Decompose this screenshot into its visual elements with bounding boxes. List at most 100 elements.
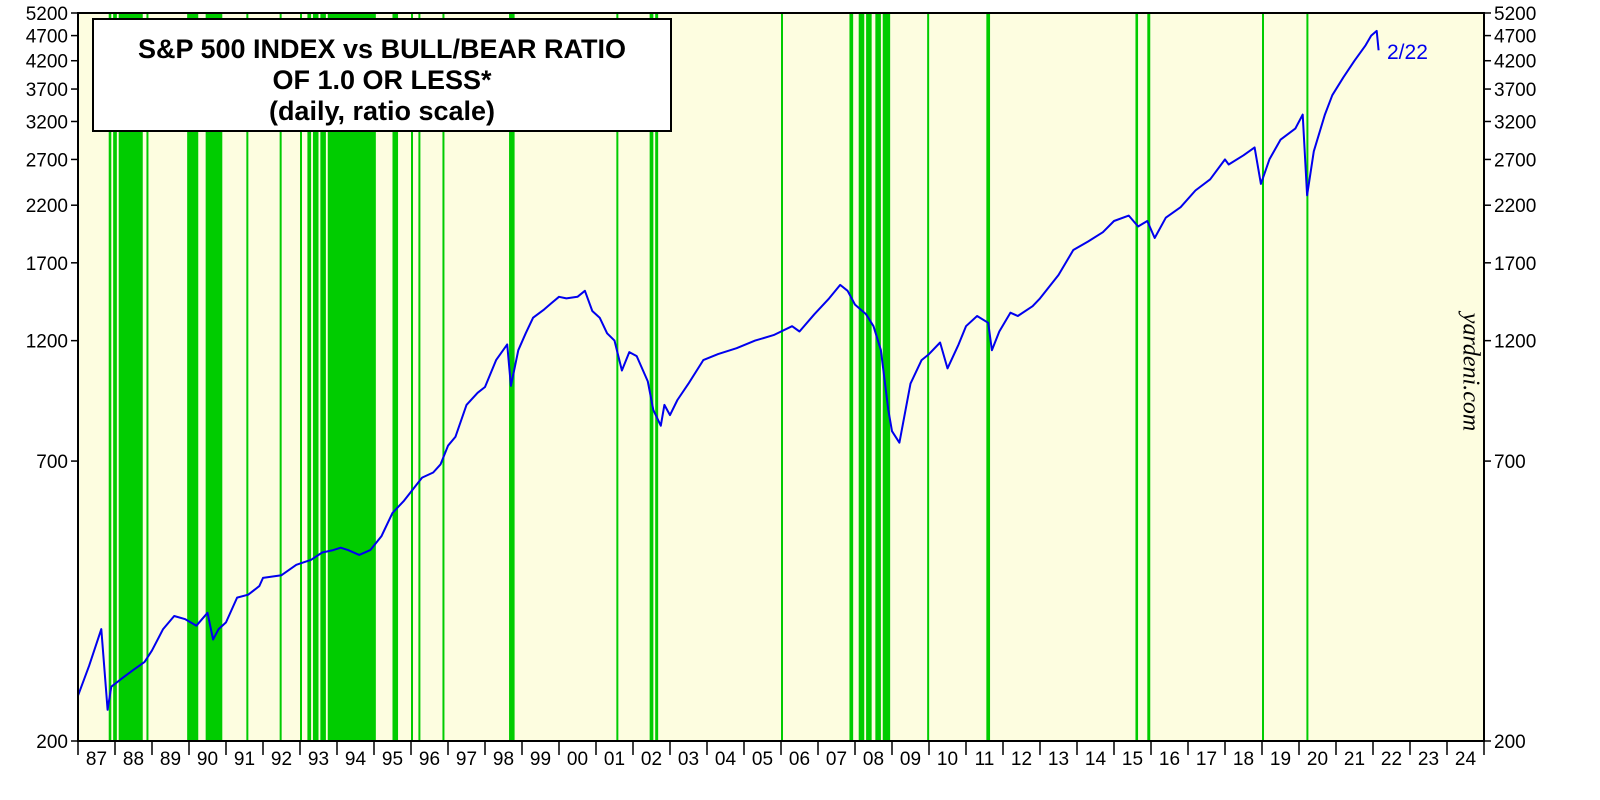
x-tick-label: 11 [975,749,995,770]
shaded-period-1 [113,13,117,741]
shaded-period-13 [392,13,399,741]
x-tick-label: 23 [1418,749,1439,770]
x-tick-label: 21 [1344,749,1365,770]
shaded-period-2 [118,13,143,741]
x-axis: 87 88 89 90 91 92 93 94 95 96 97 98 99 00 01 02 03 04 05 06… [77,741,1485,770]
y-tick-label-left: 2200 [26,196,68,217]
y-tick-label-left: 200 [36,732,68,753]
shaded-period-7 [279,13,282,741]
x-tick-label: 10 [937,749,958,770]
watermark-text: yardeni.com [1457,312,1484,432]
shaded-periods [108,13,1309,741]
title-line-3: (daily, ratio scale) [268,96,496,126]
x-tick-label: 00 [567,749,588,770]
y-tick-label-right: 200 [1494,732,1526,753]
y-tick-label-right: 2700 [1494,150,1536,171]
y-axis: 200 200 700 700 1200 1200 1700 1700 2200 2200 2700… [26,4,1537,753]
shaded-period-31 [1262,13,1264,741]
shaded-period-14 [411,13,413,741]
y-tick-label-left: 5200 [26,4,68,25]
x-tick-label: 88 [123,749,144,770]
shaded-period-12 [327,13,376,741]
x-tick-label: 09 [900,749,921,770]
x-tick-label: 13 [1048,749,1069,770]
x-tick-label: 99 [530,749,551,770]
y-tick-label-right: 2200 [1494,196,1536,217]
x-tick-label: 94 [345,749,367,770]
x-tick-label: 22 [1381,749,1402,770]
y-tick-label-left: 4700 [26,27,68,48]
x-tick-label: 14 [1085,749,1107,770]
shaded-period-24 [866,13,872,741]
x-tick-label: 97 [456,749,477,770]
x-tick-label: 18 [1233,749,1254,770]
x-tick-label: 15 [1122,749,1143,770]
x-tick-label: 92 [271,749,292,770]
shaded-period-6 [246,13,249,741]
shaded-period-19 [649,13,654,741]
shaded-period-4 [187,13,199,741]
y-tick-label-right: 5200 [1494,4,1536,25]
y-tick-label-right: 1200 [1494,332,1536,353]
y-tick-label-left: 3700 [26,80,68,101]
x-tick-label: 89 [160,749,181,770]
y-tick-label-right: 4700 [1494,27,1536,48]
shaded-period-5 [205,13,223,741]
shaded-period-10 [312,13,319,741]
shaded-period-32 [1306,13,1309,741]
y-tick-label-left: 1700 [26,254,68,275]
shaded-period-8 [300,13,302,741]
x-tick-label: 90 [197,749,218,770]
shaded-period-28 [986,13,991,741]
shaded-period-25 [875,13,881,741]
shaded-period-9 [307,13,312,741]
x-tick-label: 12 [1011,749,1032,770]
shaded-period-0 [108,13,112,741]
y-tick-label-right: 4200 [1494,52,1536,73]
shaded-period-30 [1147,13,1151,741]
shaded-period-18 [616,13,619,741]
x-tick-label: 20 [1307,749,1328,770]
x-tick-label: 07 [826,749,847,770]
series-line-0 [77,29,1380,711]
shaded-period-11 [320,13,326,741]
y-tick-label-right: 3200 [1494,112,1536,133]
shaded-period-23 [858,13,865,741]
x-tick-label: 93 [308,749,329,770]
title-line-2: OF 1.0 OR LESS* [272,65,492,95]
shaded-period-15 [418,13,421,741]
x-tick-label: 16 [1159,749,1180,770]
x-tick-label: 08 [863,749,884,770]
x-tick-label: 24 [1455,749,1477,770]
chart-title: S&P 500 INDEX vs BULL/BEAR RATIO OF 1.0 … [92,18,672,132]
y-tick-label-left: 3200 [26,112,68,133]
x-tick-label: 17 [1196,749,1217,770]
y-tick-label-left: 1200 [26,332,68,353]
y-tick-label-right: 700 [1494,452,1526,473]
series-group [77,29,1380,711]
x-tick-label: 01 [604,749,625,770]
x-tick-label: 96 [419,749,440,770]
y-tick-label-right: 3700 [1494,80,1536,101]
title-line-1: S&P 500 INDEX vs BULL/BEAR RATIO [137,34,627,64]
y-tick-label-left: 2700 [26,150,68,171]
x-tick-label: 19 [1270,749,1291,770]
shaded-period-3 [146,13,149,741]
x-tick-label: 05 [752,749,773,770]
y-tick-label-left: 700 [36,452,68,473]
shaded-period-22 [849,13,854,741]
x-tick-label: 03 [678,749,699,770]
x-tick-label: 98 [493,749,514,770]
x-tick-label: 06 [789,749,810,770]
x-tick-label: 91 [234,749,255,770]
shaded-period-21 [781,13,783,741]
shaded-period-27 [927,13,930,741]
x-tick-label: 95 [382,749,403,770]
x-tick-label: 02 [641,749,662,770]
series-end-label: 2/22 [1387,41,1428,64]
shaded-period-26 [882,13,891,741]
shaded-period-29 [1135,13,1139,741]
shaded-period-16 [442,13,445,741]
x-tick-label: 87 [86,749,107,770]
